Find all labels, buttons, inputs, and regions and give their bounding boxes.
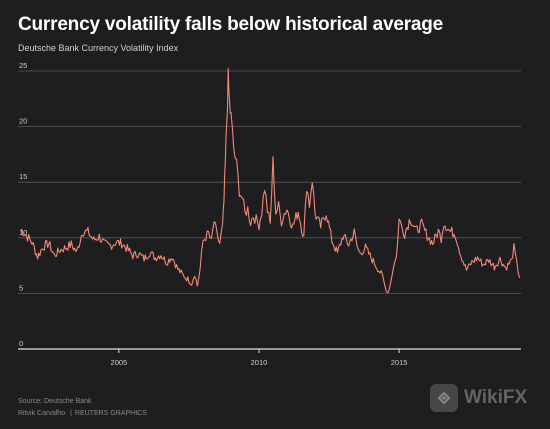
author-name: Ritvik Carvalho: [18, 410, 66, 417]
source-note: Source: Deutsche Bank: [18, 398, 92, 405]
x-tick-label: 2005: [111, 358, 128, 367]
y-tick-label: 25: [19, 61, 27, 70]
y-tick-labels: 0 5 10 15 20 25: [19, 61, 27, 348]
credit-separator: |: [70, 410, 72, 417]
y-tick-label: 10: [19, 228, 27, 237]
wikifx-logo-icon: [430, 384, 458, 412]
y-tick-label: 20: [19, 117, 27, 126]
chart-subtitle: Deutsche Bank Currency Volatility Index: [18, 43, 179, 53]
y-tick-label: 5: [19, 283, 23, 292]
x-tick-label: 2015: [391, 358, 408, 367]
chart-title: Currency volatility falls below historic…: [18, 14, 444, 35]
series-layer: [20, 67, 521, 294]
line-chart: 0 5 10 15 20 25 2005 2010 2015: [18, 61, 521, 367]
y-tick-label: 0: [19, 339, 23, 348]
x-tick-label: 2010: [251, 358, 268, 367]
grid-layer: [18, 70, 521, 350]
y-tick-label: 15: [19, 172, 27, 181]
agency-name: REUTERS GRAPHICS: [74, 410, 147, 417]
series-line-0: [20, 67, 521, 294]
credit-line: Ritvik Carvalho | REUTERS GRAPHICS: [18, 410, 147, 417]
watermark: WikiFX: [430, 384, 527, 412]
x-tick-layer: 2005 2010 2015: [111, 349, 408, 367]
wikifx-logo-glyph: [437, 391, 451, 405]
watermark-text: WikiFX: [464, 387, 528, 408]
